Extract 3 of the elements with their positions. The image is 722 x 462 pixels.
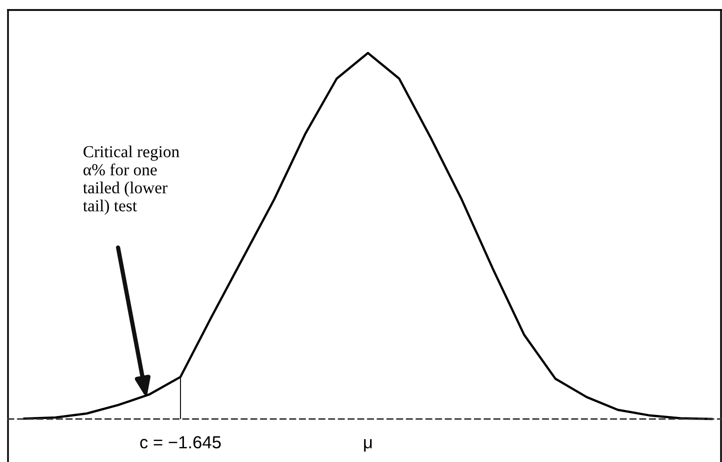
x-tick-label: c = −1.645 [140, 436, 221, 448]
x-tick-label: μ [364, 439, 372, 452]
annotation: Critical region α% for one tailed (lower tail) test [83, 146, 180, 215]
